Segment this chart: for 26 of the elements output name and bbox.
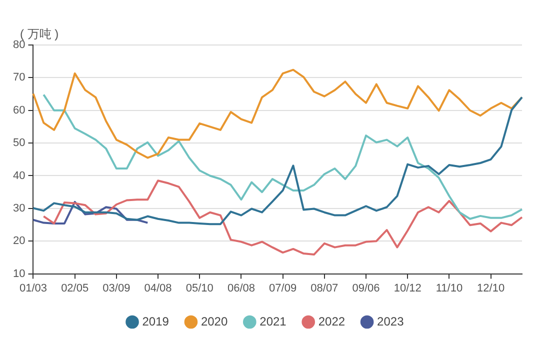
x-tick-label: 10/12 [394,282,422,294]
y-axis-title: ( 万吨 ) [20,26,59,41]
legend-label: 2020 [200,314,228,328]
legend-label: 2019 [142,314,170,328]
x-tick-label: 08/07 [310,282,338,294]
x-tick-label: 06/08 [227,282,255,294]
x-tick-label: 09/06 [352,282,380,294]
legend-label: 2021 [260,314,287,328]
x-tick-label: 12/10 [477,282,505,294]
x-tick-label: 02/05 [61,282,89,294]
y-tick-label: 70 [12,72,26,84]
legend-label: 2023 [377,314,404,328]
x-tick-label: 01/03 [19,282,47,294]
y-tick-label: 10 [12,268,26,280]
y-tick-label: 80 [12,39,26,52]
y-tick-label: 20 [12,235,26,248]
x-tick-label: 04/08 [144,282,172,294]
x-tick-label: 07/09 [269,282,297,294]
y-tick-label: 60 [12,104,26,116]
x-tick-label: 11/10 [436,282,463,294]
x-tick-label: 03/09 [102,282,130,294]
y-tick-label: 40 [12,170,26,182]
y-tick-label: 30 [12,202,26,214]
x-tick-label: 05/10 [186,282,214,294]
y-tick-label: 50 [12,137,26,150]
legend-label: 2022 [318,314,346,328]
